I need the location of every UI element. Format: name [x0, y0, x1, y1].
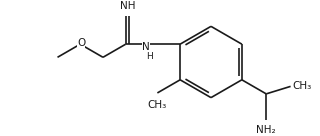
Text: NH: NH: [120, 1, 135, 11]
Text: CH₃: CH₃: [292, 81, 312, 91]
Text: NH₂: NH₂: [256, 125, 276, 135]
Text: N: N: [142, 42, 150, 52]
Text: H: H: [146, 52, 153, 61]
Text: CH₃: CH₃: [148, 101, 167, 110]
Text: O: O: [77, 38, 85, 48]
